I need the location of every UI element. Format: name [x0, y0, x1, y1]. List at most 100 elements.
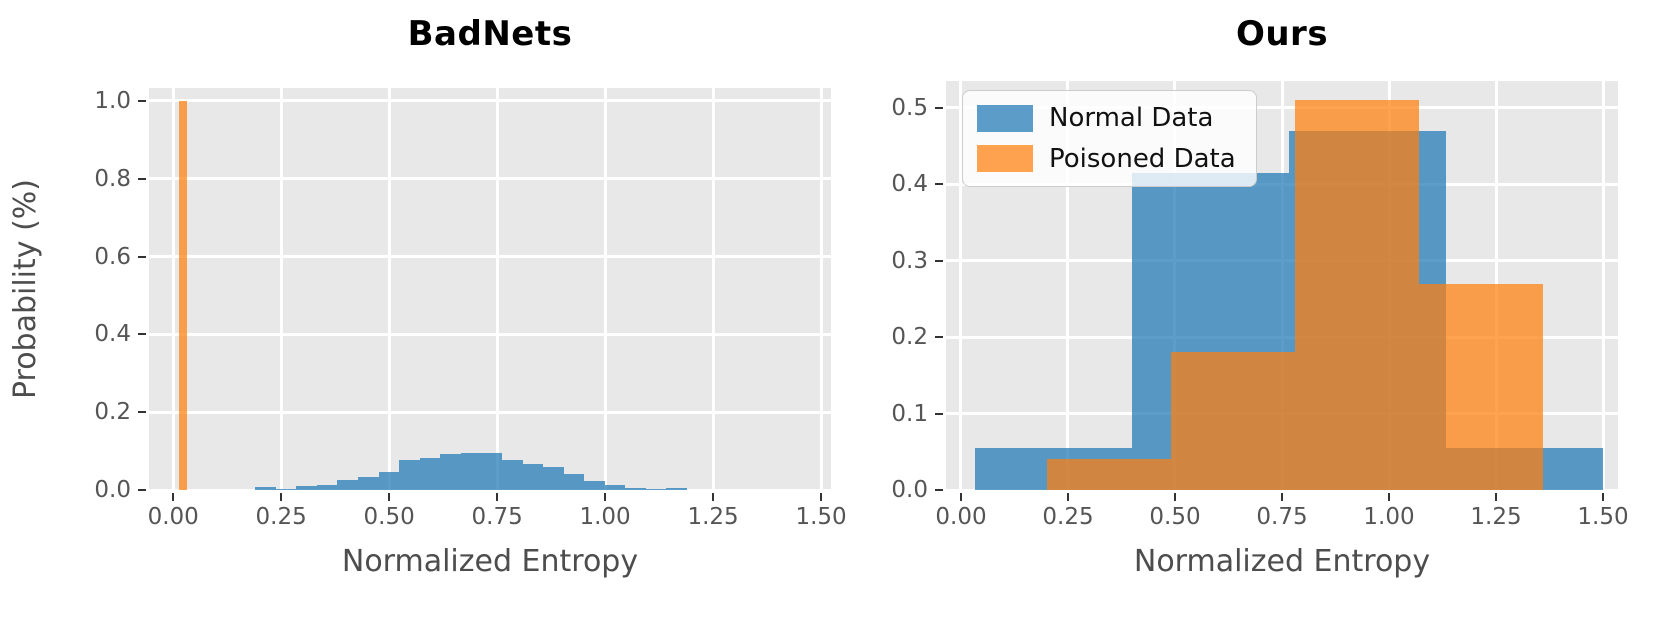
legend-swatch-poisoned-data [977, 145, 1033, 173]
histogram-bar-poisoned-data [179, 100, 188, 490]
x-tick-mark [280, 493, 283, 501]
y-tick-mark [138, 489, 146, 491]
x-tick-label: 1.50 [1577, 504, 1629, 530]
y-axis-label-text: Probability (%) [7, 178, 43, 400]
x-tick-mark [496, 493, 499, 501]
gridline-horizontal [149, 332, 831, 336]
y-tick-label: 0.6 [94, 243, 131, 270]
gridline-horizontal [149, 177, 831, 181]
histogram-bar-normal-data [358, 476, 379, 490]
gridline-horizontal [149, 488, 831, 492]
x-tick-mark [1173, 493, 1176, 501]
histogram-bar-normal-data [399, 460, 420, 490]
gridline-vertical [959, 81, 963, 490]
gridline-vertical [387, 88, 391, 490]
chart-title-badnets: BadNets [407, 14, 573, 54]
gridline-vertical [1601, 81, 1605, 490]
y-tick-mark [138, 255, 146, 258]
legend-item: Normal Data [977, 104, 1236, 133]
x-tick-label: 1.00 [1363, 504, 1415, 530]
histogram-bar-poisoned-data [1418, 283, 1544, 490]
x-tick-label: 0.50 [1149, 504, 1201, 530]
y-tick-mark [138, 411, 146, 414]
legend-label: Poisoned Data [1049, 143, 1236, 174]
gridline-horizontal [946, 106, 1618, 110]
gridline-vertical [171, 88, 175, 490]
y-tick-label: 0.0 [94, 477, 131, 503]
chart-title-ours: Ours [1235, 14, 1329, 54]
histogram-bar-normal-data [604, 485, 626, 490]
y-tick-mark [138, 333, 146, 336]
histogram-bar-normal-data [645, 489, 667, 490]
legend: Normal Data Poisoned Data [962, 90, 1257, 188]
histogram-bar-normal-data [625, 488, 646, 490]
x-tick-label: 0.50 [363, 504, 415, 530]
x-tick-mark [172, 493, 175, 501]
gridline-horizontal [149, 99, 831, 103]
legend-swatch-normal-data [977, 104, 1033, 132]
x-tick-label: 0.25 [1042, 504, 1094, 530]
y-tick-mark [935, 489, 943, 491]
legend-item: Poisoned Data [977, 143, 1236, 174]
y-tick-mark [138, 99, 146, 102]
x-tick-label: 1.25 [687, 504, 739, 530]
gridline-horizontal [149, 410, 831, 414]
x-tick-mark [1602, 493, 1605, 501]
x-tick-mark [388, 493, 391, 501]
y-tick-mark [935, 106, 943, 109]
histogram-bar-normal-data [419, 457, 441, 490]
histogram-bar-normal-data [460, 452, 482, 490]
histogram-bar-normal-data [337, 479, 359, 490]
gridline-horizontal [149, 255, 831, 258]
x-tick-label: 0.75 [1256, 504, 1308, 530]
gridline-horizontal [946, 488, 1618, 492]
x-axis-label-ours: Normalized Entropy [1133, 544, 1431, 579]
histogram-bar-normal-data [584, 481, 605, 490]
histogram-bar-normal-data [275, 488, 297, 490]
x-tick-label: 1.50 [795, 504, 847, 530]
plot-area-badnets: 0.00 0.25 0.50 0.75 1.00 1.25 1.50 0.0 0.2 0.4 0.6… [94, 88, 846, 530]
x-tick-mark [820, 493, 823, 501]
y-tick-mark [138, 177, 146, 180]
y-tick-label: 0.1 [891, 400, 928, 427]
y-tick-mark [935, 259, 943, 262]
y-axis-label: Probability (%) [2, 88, 48, 490]
histogram-bar-normal-data [296, 486, 317, 490]
y-tick-label: 0.8 [94, 165, 131, 192]
histogram-bar-normal-data [563, 473, 585, 490]
y-tick-label: 0.5 [891, 94, 928, 121]
y-tick-label: 0.4 [94, 321, 131, 348]
histogram-bar-poisoned-data [1294, 100, 1419, 490]
histogram-bar-normal-data [522, 464, 544, 490]
gridline-vertical [603, 88, 607, 490]
x-tick-mark [1495, 493, 1497, 501]
gridline-vertical [819, 88, 823, 490]
x-tick-label: 1.00 [579, 504, 631, 530]
y-tick-label: 0.4 [891, 171, 928, 198]
histogram-bar-normal-data [316, 484, 338, 490]
gridline-vertical [279, 88, 283, 490]
y-tick-mark [935, 336, 943, 339]
plot-area-ours: 0.00 0.25 0.50 0.75 1.00 1.25 1.50 0.0 0.1 0.2 0.3… [891, 81, 1629, 530]
histogram-bar-normal-data [666, 488, 687, 490]
x-tick-label: 0.25 [255, 504, 307, 530]
x-tick-mark [712, 493, 715, 501]
y-tick-label: 0.2 [891, 324, 928, 351]
gridline-vertical [711, 88, 715, 490]
histogram-bar-poisoned-data [1170, 352, 1295, 490]
y-tick-mark [935, 183, 943, 186]
histogram-bar-normal-data [255, 487, 276, 490]
x-tick-label: 1.25 [1470, 504, 1522, 530]
x-tick-mark [1388, 493, 1390, 501]
histogram-bar-normal-data [481, 453, 502, 490]
legend-label: Normal Data [1049, 103, 1214, 133]
histogram-bar-normal-data [378, 471, 400, 490]
histogram-bar-normal-data [440, 454, 461, 490]
x-axis-label-badnets: Normalized Entropy [341, 544, 639, 579]
gridline-vertical [495, 88, 499, 490]
histogram-bar-normal-data [501, 460, 523, 490]
x-tick-label: 0.00 [935, 504, 987, 530]
histogram-bar-normal-data [543, 467, 564, 490]
y-tick-mark [935, 412, 943, 415]
